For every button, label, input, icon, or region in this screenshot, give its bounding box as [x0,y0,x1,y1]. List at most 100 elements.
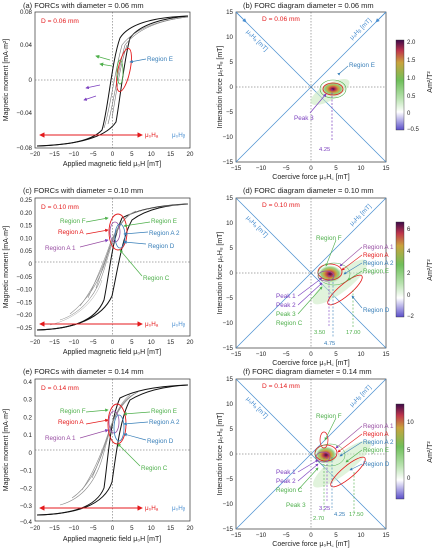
panel-f-annotation: 3.25 [319,506,330,512]
panel-c-xtick: −15 [49,339,60,346]
panel-d-cb-unit: Am²/T² [427,259,434,281]
panel-f-ylabel: Interaction force μ₀Hᵤ [mT] [217,413,224,496]
panel-a-curves [36,15,189,147]
panel-b-xticks: −15 −10 −5 0 5 10 15 [231,165,390,172]
panel-e-region-a: Region A [58,419,84,426]
panel-c-ytick: −0.05 [16,274,32,281]
panel-a-frame [34,11,191,149]
panel-e-xtick: −10 [69,525,80,532]
panel-f-xtick: 15 [383,532,390,539]
panel-d-xlabel: Coercive force μ₀H꜀ [mT] [272,360,349,367]
panel-e-xtick: −5 [90,525,98,532]
panel-e-ytick: −0.2 [20,486,33,493]
panel-f-diag-label-a: μ₀Hₐ [mT] [245,395,270,420]
panel-f-xlabel: Coercive force μ₀H꜀ [mT] [272,541,349,548]
panel-a-xlabel: Applied magnetic field μ₀H [mT] [63,161,161,168]
panel-c-ylabel: Magnetic moment [mA·m²] [3,226,10,309]
panel-d-peak-2: Peak 2 [276,302,296,309]
panel-d-region-e: Region E [363,268,389,275]
panel-f-diameter: D = 0.14 mm [262,383,300,390]
panel-c-ytick: 0.25 [20,197,33,204]
panel-c-region-a1: Region A 1 [45,245,76,252]
panel-c-ytick: −0.25 [16,325,32,332]
panel-d-annotation: 3.50 [314,330,325,336]
panel-d-ytick: 10 [226,220,233,227]
panel-c-ytick: 0.20 [20,210,33,217]
panel-d-region-c: Region C [276,320,303,327]
panel-e-xtick: 5 [130,525,134,532]
panel-c-arrow-label-a: μ₀Hₐ [145,321,159,328]
panel-e-xtick: −20 [30,525,41,532]
panel-d-region-f: Region F [316,235,342,242]
panel-a-xtick: 20 [187,151,194,158]
panel-d-region-a1: Region A 1 [363,244,394,251]
panel-b-ytick: −15 [223,159,234,166]
panel-b-xtick: 0 [309,165,313,172]
panel-b-region-e: Region E [349,62,375,69]
panel-f-yticks: 15 10 5 0 −5 −10 −15 [223,376,234,533]
panel-d-region-a2: Region A 2 [363,260,394,267]
panel-d-peak-3: Peak 3 [276,311,296,318]
panel-c-curves [36,203,189,331]
panel-d-cb-tick: 2 [407,271,411,277]
panel-c-region-a2: Region A 2 [149,230,180,237]
panel-f-colorbar: 10 5 0 Am²/T² [395,403,434,500]
panel-f-cb-tick: 5 [407,448,411,454]
panel-d-annotation: 17.00 [346,330,361,336]
panel-b-cb-unit: Am²/T² [427,71,434,93]
panel-d-heatmap [312,259,368,306]
panel-c-ytick: −0.15 [16,299,32,306]
panel-d-xtick: 0 [309,351,313,358]
panel-f-peak-1: Peak 1 [276,469,296,476]
panel-b-xtick: −5 [282,165,290,172]
panel-f-region-f: Region F [316,413,342,420]
panel-e-ytick: −0.3 [20,503,33,510]
panel-d-xtick: −5 [282,351,290,358]
panel-e-xticks: −20 −15 −10 −5 0 5 10 15 20 [30,525,194,532]
panel-a-yticks: 0.08 0.04 0 −0.04 −0.08 [16,9,32,152]
panel-a-xtick: −15 [49,151,60,158]
panel-f-xtick: −10 [256,532,267,539]
panel-d-ytick: 5 [230,245,234,252]
panel-f-annotation: 2.70 [313,516,324,522]
panel-d-ytick: −15 [223,345,234,352]
panel-e-region-a2: Region A 2 [149,419,180,426]
panel-e-arrow-label-b: μ₀Hᵦ [172,505,186,512]
panel-d-xtick: 5 [334,351,338,358]
panel-f-title: (f) FORC diagram diameter = 0.14 mm [243,367,372,376]
panel-f-ytick: 5 [230,426,234,433]
panel-c-diameter: D = 0.10 mm [41,204,79,211]
panel-d-cb-tick: 0 [407,293,411,299]
panel-e-ytick: 0.1 [23,432,32,439]
panel-a-ytick: −0.08 [16,145,32,152]
panel-b-xtick: −15 [231,165,242,172]
panel-e-xlabel: Applied magnetic field μ₀H [mT] [63,536,161,543]
panel-c-region-e: Region E [151,218,177,225]
panel-f-xtick: 10 [358,532,365,539]
panel-b-ytick: −10 [223,134,234,141]
panel-c-region-f: Region F [60,218,86,225]
panel-f-xtick: −5 [282,532,290,539]
panel-e-region-a1: Region A 1 [45,435,76,442]
panel-e-ytick: 0 [29,450,33,457]
panel-c-xtick: 5 [130,339,134,346]
panel-a-ylabel: Magnetic moment [mA·m²] [3,39,10,122]
panel-e-yticks: 0.4 0.3 0.2 0.1 0 −0.1 −0.2 −0.3 −0.4 [20,379,33,526]
panel-a-arrow-label-a: μ₀Hₐ [145,132,159,139]
panel-d: (d) FORC diagram diameter = 0.10 mm μ₀Hₐ… [217,186,434,367]
panel-e-xtick: 15 [167,525,174,532]
panel-d-cb-tick: 6 [407,227,411,233]
panel-a-xtick: −10 [69,151,80,158]
panel-c-ytick: −0.10 [16,287,32,294]
panel-a-xtick: 15 [167,151,174,158]
panel-b-cb-tick: 0 [407,111,411,117]
panel-a-xtick: −5 [90,151,98,158]
panel-f-cb-tick: 10 [407,420,414,426]
panel-a-ytick: −0.04 [16,110,32,117]
panel-b-diag-label-a: μ₀Hₐ [mT] [245,28,270,53]
panel-c-ytick: 0.15 [20,223,33,230]
panel-d-xtick: 10 [358,351,365,358]
panel-e-xtick: 20 [187,525,194,532]
panel-d-xtick: 15 [383,351,390,358]
panel-b-xtick: −10 [256,165,267,172]
